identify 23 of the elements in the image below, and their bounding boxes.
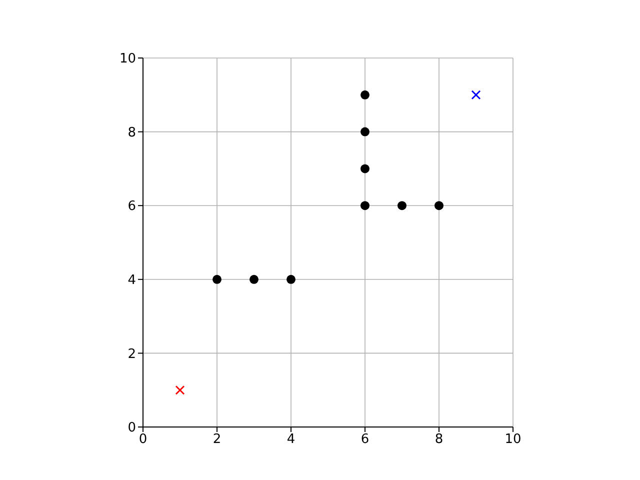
y-tick-label: 8 — [128, 125, 136, 140]
y-tick-label: 10 — [119, 52, 136, 67]
point — [360, 201, 370, 210]
point — [286, 274, 296, 284]
y-tick-label: 6 — [128, 199, 136, 214]
y-tick-label: 4 — [128, 273, 136, 288]
x-tick-label: 0 — [138, 432, 148, 448]
x-tick-label: 2 — [212, 432, 222, 448]
point — [360, 127, 370, 136]
y-tick-label: 0 — [128, 420, 136, 436]
point — [434, 201, 444, 210]
point — [471, 90, 481, 100]
point — [250, 274, 258, 284]
x-tick-label: 6 — [360, 432, 370, 448]
point — [360, 164, 370, 174]
point — [398, 201, 406, 210]
point — [212, 274, 222, 284]
x-tick-label: 4 — [286, 432, 296, 448]
point — [175, 385, 185, 395]
x-tick-label: 10 — [504, 432, 522, 448]
x-tick-label: 8 — [434, 432, 444, 448]
y-tick-label: 2 — [128, 346, 136, 362]
point — [360, 90, 370, 100]
